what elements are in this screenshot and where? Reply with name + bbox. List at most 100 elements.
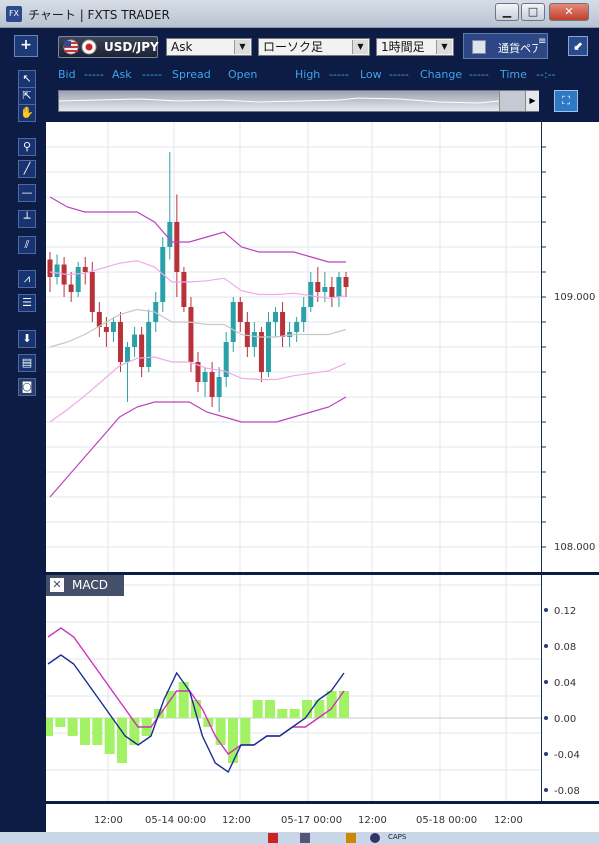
macd-histogram-bar (104, 718, 115, 754)
fibonacci-icon[interactable]: ☰ (18, 294, 36, 312)
chevron-down-icon: ▼ (436, 40, 452, 54)
pane-divider (46, 801, 599, 804)
candle (258, 332, 264, 372)
candle (322, 287, 328, 292)
tray-app-icon[interactable] (346, 833, 356, 843)
candle (223, 342, 229, 377)
vertical-line-icon[interactable]: ┴ (18, 210, 36, 228)
macd-histogram-bar (55, 718, 66, 727)
time-label: Time (500, 68, 527, 81)
chart-shift-icon[interactable]: ⛶ (554, 90, 578, 112)
candle (132, 334, 138, 347)
candle (47, 259, 53, 277)
help-icon[interactable] (370, 833, 380, 843)
hand-icon[interactable]: ✋ (18, 104, 36, 122)
flag-icon (63, 39, 97, 55)
maximize-button[interactable]: □ (521, 3, 545, 21)
candle (195, 362, 201, 382)
price-axis-ticks (542, 146, 546, 548)
candle (343, 277, 349, 287)
macd-histogram-bar (289, 709, 300, 718)
timeframe-dropdown[interactable]: 1時間足 ▼ (376, 38, 454, 56)
candle (117, 322, 123, 362)
candle (301, 307, 307, 322)
candle (308, 282, 314, 307)
macd-axis: 0.12 0.08 0.04 0.00 -0.04 -0.08 (541, 575, 599, 801)
macd-histogram-bar (265, 700, 275, 718)
price-chart[interactable] (46, 122, 541, 572)
macd-histogram-bar (314, 700, 325, 718)
macd-tick-label: 0.00 (554, 714, 576, 725)
currency-pair-tab[interactable]: 通貨ペア ≡ (463, 33, 548, 59)
macd-histogram-bar (302, 700, 312, 718)
add-chart-button[interactable]: + (14, 35, 38, 57)
close-button[interactable]: ✕ (549, 3, 589, 21)
chevron-down-icon: ▼ (234, 40, 250, 54)
camera-icon[interactable]: ◙ (18, 378, 36, 396)
macd-chart (43, 575, 541, 801)
tray-app-icon[interactable] (268, 833, 278, 843)
moving-average-line (49, 308, 347, 348)
crosshair-cursor-icon[interactable]: ⇱ (18, 87, 36, 105)
time-tick-label: 05-17 00:00 (281, 815, 343, 826)
time-tick-label: 12:00 (358, 815, 387, 826)
time-axis: 12:00 05-14 00:00 12:00 05-17 00:00 12:0… (46, 804, 599, 832)
chevron-down-icon: ▼ (352, 40, 368, 54)
detach-arrow-icon[interactable]: ⬋ (568, 36, 588, 56)
tray-app-icon[interactable] (300, 833, 310, 843)
macd-histogram-bar (191, 700, 201, 718)
macd-histogram-bar (43, 718, 53, 736)
candle (75, 267, 81, 292)
bid-label: Bid (58, 68, 76, 81)
candle (110, 322, 116, 332)
time-value: --:-- (536, 68, 556, 81)
macd-histogram-bar (326, 691, 337, 718)
candle (265, 322, 271, 372)
high-value: ----- (329, 68, 349, 81)
minimize-button[interactable]: ▁ (495, 3, 519, 21)
candle (103, 327, 109, 332)
macd-axis-ticks: 0.12 0.08 0.04 0.00 -0.04 -0.08 (544, 606, 580, 797)
drawing-tools: ↖ ⇱ ✋ ⚲ ╱ — ┴ ⫽ ⩘ ☰ ⬇ ▤ ◙ (14, 66, 40, 406)
fan-icon[interactable]: ⩘ (18, 270, 36, 288)
macd-panel[interactable] (43, 575, 541, 801)
menu-icon[interactable]: ≡ (538, 36, 547, 47)
macd-tick-label: 0.08 (554, 642, 576, 653)
chevron-right-icon[interactable]: ▶ (525, 91, 539, 111)
candle (251, 332, 257, 347)
price-type-dropdown[interactable]: Ask ▼ (166, 38, 252, 56)
symbol-selector[interactable] (58, 36, 158, 58)
trend-line-icon[interactable]: ╱ (18, 160, 36, 178)
macd-tick-label: -0.08 (554, 786, 580, 797)
download-icon[interactable]: ⬇ (18, 330, 36, 348)
navigator-handle[interactable] (499, 91, 526, 111)
chart-navigator[interactable]: ▶ (58, 90, 539, 112)
macd-line (47, 654, 345, 774)
macd-histogram-bar (117, 718, 127, 763)
close-icon[interactable]: ✕ (50, 578, 64, 592)
cursor-icon[interactable]: ↖ (18, 70, 36, 88)
parallel-lines-icon[interactable]: ⫽ (18, 236, 36, 254)
macd-histogram-bar (178, 682, 189, 718)
candle (153, 302, 159, 322)
horizontal-line-icon[interactable]: — (18, 184, 36, 202)
macd-histogram-bar (129, 718, 140, 745)
spread-label: Spread (172, 68, 211, 81)
macd-histogram-bar (252, 700, 263, 718)
pin-icon[interactable]: ⚲ (18, 138, 36, 156)
candle (237, 302, 243, 322)
open-label: Open (228, 68, 258, 81)
macd-histogram-bar (240, 718, 251, 745)
high-label: High (295, 68, 321, 81)
pane-divider[interactable] (46, 572, 599, 575)
macd-tick-label: 0.04 (554, 678, 576, 689)
quote-bar: Bid ----- Ask ----- Spread Open High ---… (46, 66, 596, 84)
macd-tick-dot (544, 716, 548, 720)
candle (96, 312, 102, 327)
candle (89, 272, 95, 312)
candle (216, 377, 222, 397)
tab-checkbox[interactable] (472, 40, 486, 54)
chart-type-dropdown[interactable]: ローソク足 ▼ (258, 38, 370, 56)
list-icon[interactable]: ▤ (18, 354, 36, 372)
macd-histogram-bar (80, 718, 90, 745)
